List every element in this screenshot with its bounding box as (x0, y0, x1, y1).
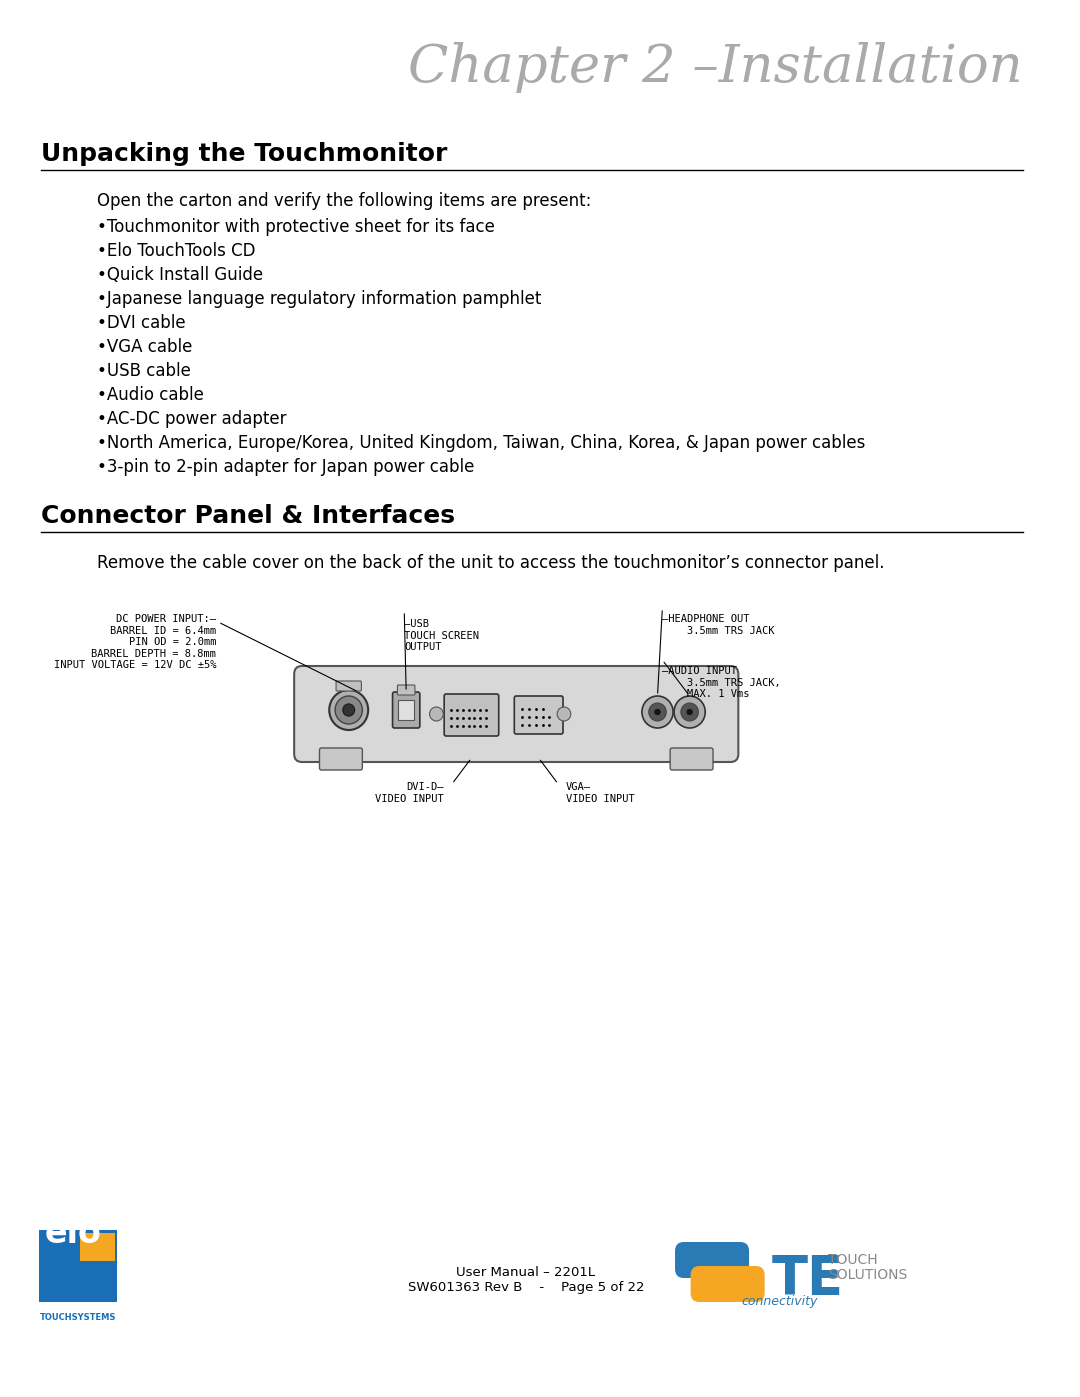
Text: •DVI cable: •DVI cable (97, 314, 186, 332)
FancyBboxPatch shape (336, 680, 362, 692)
Text: •Touchmonitor with protective sheet for its face: •Touchmonitor with protective sheet for … (97, 218, 496, 236)
Text: elo: elo (44, 1217, 102, 1250)
Circle shape (329, 690, 368, 731)
Bar (39, 1229, 117, 1302)
Text: DVI-D—
VIDEO INPUT: DVI-D— VIDEO INPUT (376, 782, 444, 803)
Text: •AC-DC power adapter: •AC-DC power adapter (97, 409, 287, 427)
Text: •Japanese language regulatory information pamphlet: •Japanese language regulatory informatio… (97, 291, 542, 307)
Text: connectivity: connectivity (741, 1295, 818, 1308)
Text: SOLUTIONS: SOLUTIONS (828, 1268, 907, 1282)
Circle shape (680, 703, 699, 721)
FancyBboxPatch shape (690, 1266, 765, 1302)
Circle shape (649, 703, 666, 721)
Text: •Quick Install Guide: •Quick Install Guide (97, 265, 264, 284)
Text: —HEADPHONE OUT
    3.5mm TRS JACK: —HEADPHONE OUT 3.5mm TRS JACK (662, 615, 774, 636)
FancyBboxPatch shape (294, 666, 739, 761)
Text: •Elo TouchTools CD: •Elo TouchTools CD (97, 242, 256, 260)
FancyBboxPatch shape (392, 692, 420, 728)
Circle shape (674, 696, 705, 728)
FancyBboxPatch shape (444, 694, 499, 736)
Circle shape (654, 710, 661, 715)
Text: TOUCHSYSTEMS: TOUCHSYSTEMS (40, 1313, 117, 1322)
Text: TE: TE (771, 1253, 843, 1305)
FancyBboxPatch shape (675, 1242, 750, 1278)
Text: •3-pin to 2-pin adapter for Japan power cable: •3-pin to 2-pin adapter for Japan power … (97, 458, 475, 476)
Circle shape (342, 704, 354, 717)
Text: SW601363 Rev B    -    Page 5 of 22: SW601363 Rev B - Page 5 of 22 (408, 1281, 645, 1294)
FancyBboxPatch shape (671, 747, 713, 770)
Text: DC POWER INPUT:—
BARREL ID = 6.4mm
PIN OD = 2.0mm
BARREL DEPTH = 8.8mm
INPUT VOL: DC POWER INPUT:— BARREL ID = 6.4mm PIN O… (54, 615, 216, 671)
Text: —USB
TOUCH SCREEN
OUTPUT: —USB TOUCH SCREEN OUTPUT (404, 619, 480, 652)
Text: Open the carton and verify the following items are present:: Open the carton and verify the following… (97, 191, 592, 210)
Text: Chapter 2 –Installation: Chapter 2 –Installation (408, 42, 1023, 94)
Circle shape (687, 710, 692, 715)
FancyBboxPatch shape (514, 696, 563, 733)
Text: Unpacking the Touchmonitor: Unpacking the Touchmonitor (41, 142, 447, 166)
Circle shape (335, 696, 363, 724)
Text: •USB cable: •USB cable (97, 362, 191, 380)
Text: •Audio cable: •Audio cable (97, 386, 204, 404)
FancyBboxPatch shape (399, 700, 414, 719)
Circle shape (557, 707, 571, 721)
Text: •VGA cable: •VGA cable (97, 338, 193, 356)
Circle shape (430, 707, 443, 721)
Text: User Manual – 2201L: User Manual – 2201L (457, 1266, 595, 1280)
Text: TOUCH: TOUCH (828, 1253, 878, 1267)
Text: •North America, Europe/Korea, United Kingdom, Taiwan, China, Korea, & Japan powe: •North America, Europe/Korea, United Kin… (97, 434, 866, 453)
Circle shape (642, 696, 673, 728)
Bar (80, 1234, 114, 1261)
FancyBboxPatch shape (320, 747, 363, 770)
Text: Remove the cable cover on the back of the unit to access the touchmonitor’s conn: Remove the cable cover on the back of th… (97, 555, 885, 571)
Text: VGA—
VIDEO INPUT: VGA— VIDEO INPUT (566, 782, 635, 803)
FancyBboxPatch shape (397, 685, 415, 694)
Text: —AUDIO INPUT
    3.5mm TRS JACK,
    MAX. 1 Vms: —AUDIO INPUT 3.5mm TRS JACK, MAX. 1 Vms (662, 666, 781, 700)
Text: Connector Panel & Interfaces: Connector Panel & Interfaces (41, 504, 455, 528)
